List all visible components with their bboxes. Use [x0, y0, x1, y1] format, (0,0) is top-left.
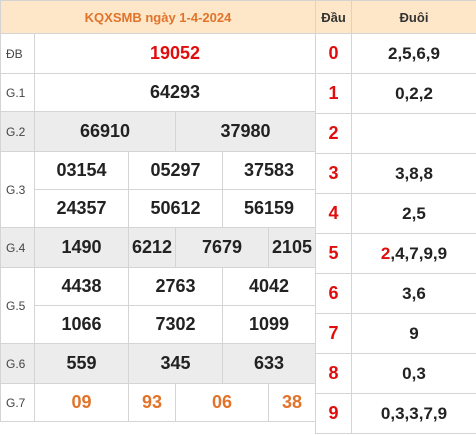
dau-cell: 1: [315, 73, 352, 114]
loto-row: 0 2,5,6,9: [315, 33, 476, 74]
prize-value: 2763: [128, 267, 223, 306]
special-prize-value: 19052: [33, 33, 317, 74]
prize-row-g5b: 1066 7302 1099: [1, 305, 317, 344]
prize-value: 1099: [221, 305, 317, 344]
prize-row-g7: G.7 09 93 06 38: [0, 383, 317, 422]
duoi-cell: 9: [351, 313, 476, 354]
prize-value: 7679: [175, 227, 269, 268]
prize-row-g6: G.6 559 345 633: [0, 343, 317, 384]
loto-row: 4 2,5: [315, 193, 476, 234]
prize-row-db: ĐB 19052: [0, 33, 317, 74]
prize-label: G.2: [0, 111, 35, 152]
prize-row-g4: G.4 1490 6212 7679 2105: [0, 227, 317, 268]
dau-cell: 3: [315, 153, 352, 194]
prize-value: 93: [128, 383, 176, 422]
prize-value: 05297: [128, 151, 223, 190]
duoi-cell: 0,2,2: [351, 73, 476, 114]
prize-value: 66910: [34, 111, 176, 152]
loto-row: 5 2,4,7,9,9: [315, 233, 476, 274]
prize-value: 7302: [128, 305, 223, 344]
dau-cell: 4: [315, 193, 352, 234]
prize-row-g2: G.2 66910 37980: [0, 111, 317, 152]
duoi-rest: ,4,7,9,9: [390, 243, 448, 263]
dau-cell: 0: [315, 33, 352, 74]
duoi-highlight: 2: [380, 243, 391, 263]
prize-value: 559: [34, 343, 129, 384]
prize-label: G.6: [0, 343, 35, 384]
prize-row-g3b: 24357 50612 56159: [1, 189, 317, 228]
duoi-cell: 2,5,6,9: [351, 33, 476, 74]
prize-value: 50612: [128, 189, 223, 228]
results-table: KQXSMB ngày 1-4-2024 ĐB 19052 G.1 64293 …: [0, 0, 317, 422]
duoi-cell: 2,5: [351, 193, 476, 234]
prize-value: 1490: [34, 227, 129, 268]
loto-panel: Đầu Đuôi 0 2,5,6,9 1 0,2,2 2 3 3,8,8 4 2,5 5…: [315, 0, 476, 435]
prize-label: G.1: [0, 73, 35, 112]
prize-value: 4042: [221, 267, 317, 306]
prize-label: ĐB: [0, 33, 35, 74]
prize-row-g5: G.5 4438 2763 4042: [0, 267, 317, 344]
header-dau: Đầu: [315, 0, 352, 34]
loto-row: 3 3,8,8: [315, 153, 476, 194]
loto-table: Đầu Đuôi 0 2,5,6,9 1 0,2,2 2 3 3,8,8 4 2,5 5…: [315, 0, 476, 434]
prize-value: 6212: [128, 227, 176, 268]
duoi-cell: 0,3,3,7,9: [351, 393, 476, 434]
duoi-cell: 3,8,8: [351, 153, 476, 194]
prize-value: 09: [34, 383, 129, 422]
prize-value: 37583: [221, 151, 317, 190]
loto-row: 1 0,2,2: [315, 73, 476, 114]
loto-row: 9 0,3,3,7,9: [315, 393, 476, 434]
dau-cell: 7: [315, 313, 352, 354]
dau-cell: 5: [315, 233, 352, 274]
prize-value: 633: [221, 343, 317, 384]
loto-row: 2: [315, 113, 476, 154]
results-title: KQXSMB ngày 1-4-2024: [0, 0, 317, 34]
prize-value: 64293: [33, 73, 317, 112]
prize-value: 1066: [34, 305, 129, 344]
dau-cell: 2: [315, 113, 352, 154]
prize-value: 03154: [34, 151, 129, 190]
header-duoi: Đuôi: [351, 0, 476, 34]
prize-value: 06: [175, 383, 269, 422]
duoi-cell: [351, 113, 476, 154]
dau-cell: 6: [315, 273, 352, 314]
prize-label: G.5: [0, 267, 35, 344]
dau-cell: 8: [315, 353, 352, 394]
duoi-cell: 3,6: [351, 273, 476, 314]
dau-cell: 9: [315, 393, 352, 434]
prize-row-g3: G.3 03154 05297 37583: [0, 151, 317, 228]
loto-row: 8 0,3: [315, 353, 476, 394]
prize-label: G.4: [0, 227, 35, 268]
prize-value: 24357: [34, 189, 129, 228]
prize-value: 2105: [267, 227, 317, 268]
duoi-cell: 0,3: [351, 353, 476, 394]
prize-label: G.7: [0, 383, 35, 422]
loto-row: 6 3,6: [315, 273, 476, 314]
results-panel: KQXSMB ngày 1-4-2024 ĐB 19052 G.1 64293 …: [0, 0, 317, 422]
prize-row-g1: G.1 64293: [0, 73, 317, 112]
duoi-cell: 2,4,7,9,9: [351, 233, 476, 274]
prize-value: 345: [128, 343, 223, 384]
prize-value: 38: [267, 383, 317, 422]
prize-label: G.3: [0, 151, 35, 228]
prize-value: 37980: [174, 111, 317, 152]
prize-value: 56159: [221, 189, 317, 228]
prize-value: 4438: [34, 267, 129, 306]
